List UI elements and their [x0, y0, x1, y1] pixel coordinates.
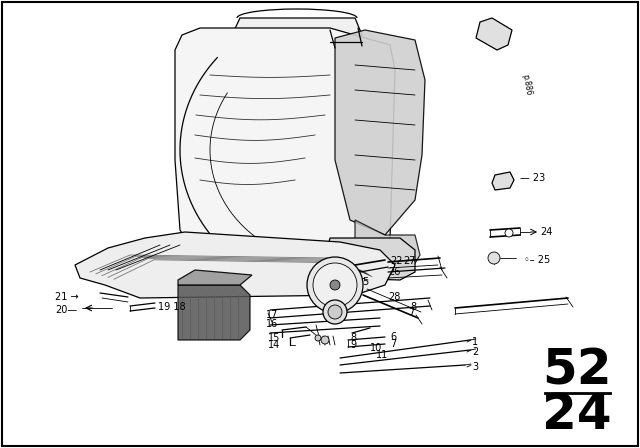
Circle shape	[315, 335, 321, 341]
Text: 6: 6	[390, 332, 396, 342]
Text: 52: 52	[542, 346, 612, 394]
Polygon shape	[476, 18, 512, 50]
Text: 2: 2	[472, 347, 478, 357]
Text: 22: 22	[390, 256, 403, 266]
Text: 14: 14	[268, 340, 280, 350]
Text: 26: 26	[388, 267, 401, 277]
Circle shape	[307, 257, 363, 313]
Polygon shape	[325, 238, 415, 280]
Ellipse shape	[285, 115, 345, 165]
Circle shape	[328, 305, 342, 319]
Polygon shape	[492, 172, 514, 190]
Text: 11: 11	[376, 350, 388, 360]
Polygon shape	[178, 270, 252, 285]
Polygon shape	[75, 232, 395, 298]
Circle shape	[488, 252, 500, 264]
Text: 28: 28	[388, 292, 401, 302]
Circle shape	[323, 300, 347, 324]
Text: 8: 8	[410, 302, 416, 312]
Text: 7: 7	[390, 339, 396, 349]
Text: 4: 4	[350, 277, 356, 287]
Text: 10: 10	[370, 343, 382, 353]
Text: 8: 8	[350, 333, 356, 343]
Circle shape	[313, 263, 357, 307]
Circle shape	[505, 229, 513, 237]
Text: 7: 7	[408, 308, 414, 318]
Text: 20—: 20—	[55, 305, 77, 315]
Text: 24: 24	[542, 391, 612, 439]
Text: p.886: p.886	[520, 73, 532, 96]
Text: 1: 1	[472, 337, 478, 347]
Polygon shape	[355, 220, 420, 275]
Polygon shape	[232, 18, 362, 52]
Text: — 23: — 23	[520, 173, 545, 183]
Polygon shape	[175, 28, 395, 265]
Text: 17: 17	[266, 310, 278, 320]
Text: 27: 27	[403, 256, 415, 266]
Polygon shape	[178, 285, 250, 340]
Text: 24: 24	[540, 227, 552, 237]
Text: 15: 15	[268, 333, 280, 343]
Text: ◦– 25: ◦– 25	[524, 255, 550, 265]
Text: 21 →: 21 →	[55, 292, 79, 302]
Text: 16: 16	[266, 319, 278, 329]
Circle shape	[321, 336, 329, 344]
Text: 9: 9	[350, 340, 356, 350]
Polygon shape	[335, 30, 425, 235]
Circle shape	[330, 280, 340, 290]
Text: 5: 5	[362, 277, 368, 287]
Text: 19 18: 19 18	[158, 302, 186, 312]
Text: 3: 3	[472, 362, 478, 372]
